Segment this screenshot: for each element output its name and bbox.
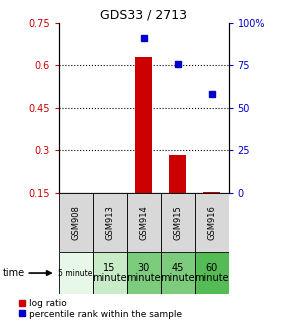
Bar (161, 252, 195, 294)
Text: 30
minute: 30 minute (126, 263, 161, 284)
Text: GSM914: GSM914 (139, 205, 148, 240)
Text: time: time (3, 268, 25, 278)
Bar (195, 193, 229, 252)
Title: GDS33 / 2713: GDS33 / 2713 (100, 9, 187, 22)
Text: 15
minute: 15 minute (92, 263, 127, 284)
Text: GSM913: GSM913 (105, 205, 114, 240)
Bar (161, 193, 195, 252)
Bar (127, 193, 161, 252)
Text: GSM916: GSM916 (207, 205, 216, 240)
Bar (135, 58, 152, 193)
Text: 60
minute: 60 minute (194, 263, 229, 284)
Bar (93, 193, 127, 252)
Bar (169, 155, 186, 193)
Bar (203, 192, 220, 193)
Legend: log ratio, percentile rank within the sample: log ratio, percentile rank within the sa… (19, 299, 182, 318)
Text: GSM915: GSM915 (173, 205, 182, 240)
Text: GSM908: GSM908 (71, 205, 80, 240)
Bar (59, 193, 93, 252)
Bar (195, 252, 229, 294)
Bar (127, 252, 161, 294)
Bar (59, 252, 93, 294)
Text: 5 minute: 5 minute (58, 268, 93, 278)
Text: 45
minute: 45 minute (160, 263, 195, 284)
Bar (93, 252, 127, 294)
